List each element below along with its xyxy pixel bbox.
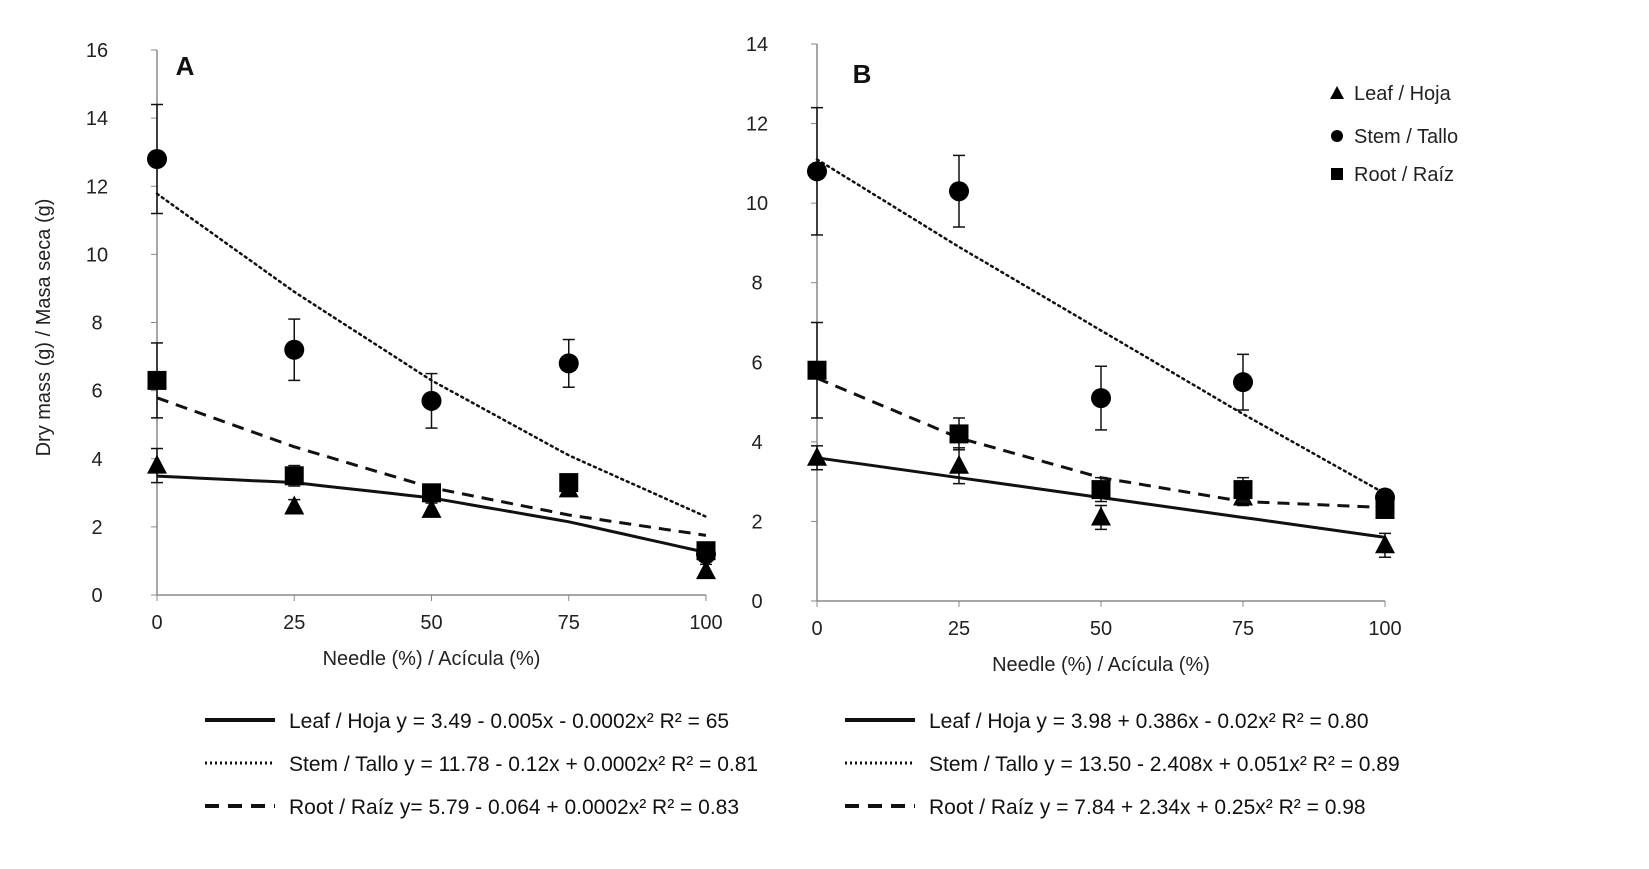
y-tick-label: 0 bbox=[751, 591, 762, 613]
x-tick-label: 100 bbox=[1368, 618, 1401, 640]
data-point-root bbox=[559, 473, 579, 493]
panel-label: B bbox=[853, 59, 872, 89]
data-point-leaf bbox=[807, 446, 827, 466]
data-point-root bbox=[807, 360, 827, 380]
data-point-stem bbox=[1233, 372, 1253, 393]
y-tick-label: 8 bbox=[751, 273, 762, 295]
x-tick-label: 25 bbox=[948, 618, 970, 640]
data-point-leaf bbox=[421, 498, 442, 518]
data-point-leaf bbox=[949, 454, 969, 474]
data-point-root bbox=[147, 370, 167, 390]
x-tick-label: 50 bbox=[420, 612, 442, 634]
x-tick-label: 75 bbox=[558, 612, 580, 634]
equation-leaf: Leaf / Hoja y = 3.49 - 0.005x - 0.0002x²… bbox=[289, 710, 729, 733]
chart-panel-b: 0 2 4 6 8 10 12 14 0 25 50 75 100 Needle (%) / Acícul… bbox=[746, 34, 1458, 819]
data-point-stem bbox=[284, 339, 305, 360]
y-tick-label: 14 bbox=[86, 108, 108, 130]
data-point-root bbox=[422, 483, 441, 503]
legend-circle-icon bbox=[1331, 130, 1343, 142]
legend-label: Stem / Tallo bbox=[1354, 126, 1458, 148]
trend-line-stem bbox=[815, 158, 1387, 495]
y-tick-label: 6 bbox=[751, 352, 762, 374]
data-point-leaf bbox=[284, 495, 305, 515]
y-tick-label: 16 bbox=[86, 40, 108, 62]
x-tick-label: 100 bbox=[689, 612, 722, 634]
y-axis-title: Dry mass (g) / Masa seca (g) bbox=[33, 199, 55, 457]
data-point-root bbox=[284, 466, 304, 486]
x-tick-label: 0 bbox=[811, 618, 822, 640]
y-tick-label: 4 bbox=[751, 432, 762, 454]
x-tick-label: 75 bbox=[1232, 618, 1254, 640]
x-tick-label: 50 bbox=[1090, 618, 1112, 640]
data-point-leaf bbox=[696, 560, 716, 580]
data-point-stem bbox=[558, 353, 579, 374]
data-point-root bbox=[1233, 480, 1253, 500]
equation-stem: Stem / Tallo y = 13.50 - 2.408x + 0.051x… bbox=[929, 753, 1400, 776]
y-tick-label: 2 bbox=[751, 511, 762, 533]
trend-line-stem bbox=[155, 192, 708, 518]
data-point-root bbox=[1375, 499, 1395, 519]
y-tick-label: 2 bbox=[91, 517, 102, 539]
x-axis-title: Needle (%) / Acícula (%) bbox=[992, 654, 1210, 676]
y-tick-label: 10 bbox=[86, 244, 108, 266]
y-tick-label: 14 bbox=[746, 34, 768, 56]
data-point-leaf bbox=[147, 454, 167, 474]
equation-root: Root / Raíz y= 5.79 - 0.064 + 0.0002x² R… bbox=[289, 796, 739, 819]
data-point-stem bbox=[421, 390, 442, 411]
legend-square-icon bbox=[1331, 168, 1343, 180]
data-point-stem bbox=[949, 181, 969, 202]
x-tick-label: 25 bbox=[283, 612, 305, 634]
chart-panel-a: 0 2 4 6 8 10 12 14 16 0 25 50 75 100 Needle (%) / Acíc… bbox=[33, 40, 758, 819]
equation-leaf: Leaf / Hoja y = 3.98 + 0.386x - 0.02x² R… bbox=[929, 710, 1369, 733]
legend-triangle-icon bbox=[1330, 86, 1344, 99]
data-point-stem bbox=[1091, 388, 1111, 409]
panel-label: A bbox=[176, 51, 195, 81]
legend-label: Leaf / Hoja bbox=[1354, 83, 1452, 105]
x-tick-label: 0 bbox=[151, 612, 162, 634]
equation-stem: Stem / Tallo y = 11.78 - 0.12x + 0.0002x… bbox=[289, 753, 758, 776]
data-point-leaf bbox=[1091, 506, 1111, 526]
y-tick-label: 4 bbox=[91, 449, 102, 471]
data-point-stem bbox=[807, 161, 827, 182]
y-tick-label: 10 bbox=[746, 193, 768, 215]
legend-label: Root / Raíz bbox=[1354, 164, 1454, 186]
equation-root: Root / Raíz y = 7.84 + 2.34x + 0.25x² R²… bbox=[929, 796, 1366, 819]
x-axis-title: Needle (%) / Acícula (%) bbox=[323, 648, 541, 670]
y-tick-label: 12 bbox=[86, 176, 108, 198]
data-point-root bbox=[949, 424, 969, 444]
data-point-leaf bbox=[1375, 534, 1395, 554]
legend: Leaf / Hoja Stem / Tallo Root / Raíz bbox=[1330, 83, 1458, 186]
y-tick-label: 8 bbox=[91, 313, 102, 335]
y-tick-label: 6 bbox=[91, 381, 102, 403]
data-point-root bbox=[696, 541, 716, 561]
y-tick-label: 12 bbox=[746, 114, 768, 136]
y-tick-label: 0 bbox=[91, 585, 102, 607]
data-point-stem bbox=[147, 149, 167, 169]
data-point-root bbox=[1091, 480, 1111, 500]
